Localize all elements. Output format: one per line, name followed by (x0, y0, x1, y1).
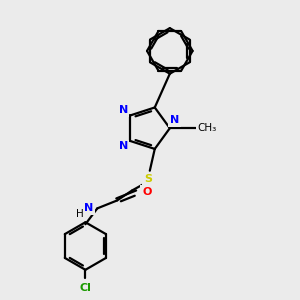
Text: H: H (76, 209, 83, 219)
Text: CH₃: CH₃ (198, 123, 217, 133)
Text: N: N (170, 115, 179, 125)
Text: N: N (118, 141, 128, 151)
Text: N: N (84, 203, 93, 213)
Text: O: O (142, 187, 152, 196)
Text: S: S (144, 174, 152, 184)
Text: Cl: Cl (80, 283, 91, 292)
Text: N: N (118, 105, 128, 115)
